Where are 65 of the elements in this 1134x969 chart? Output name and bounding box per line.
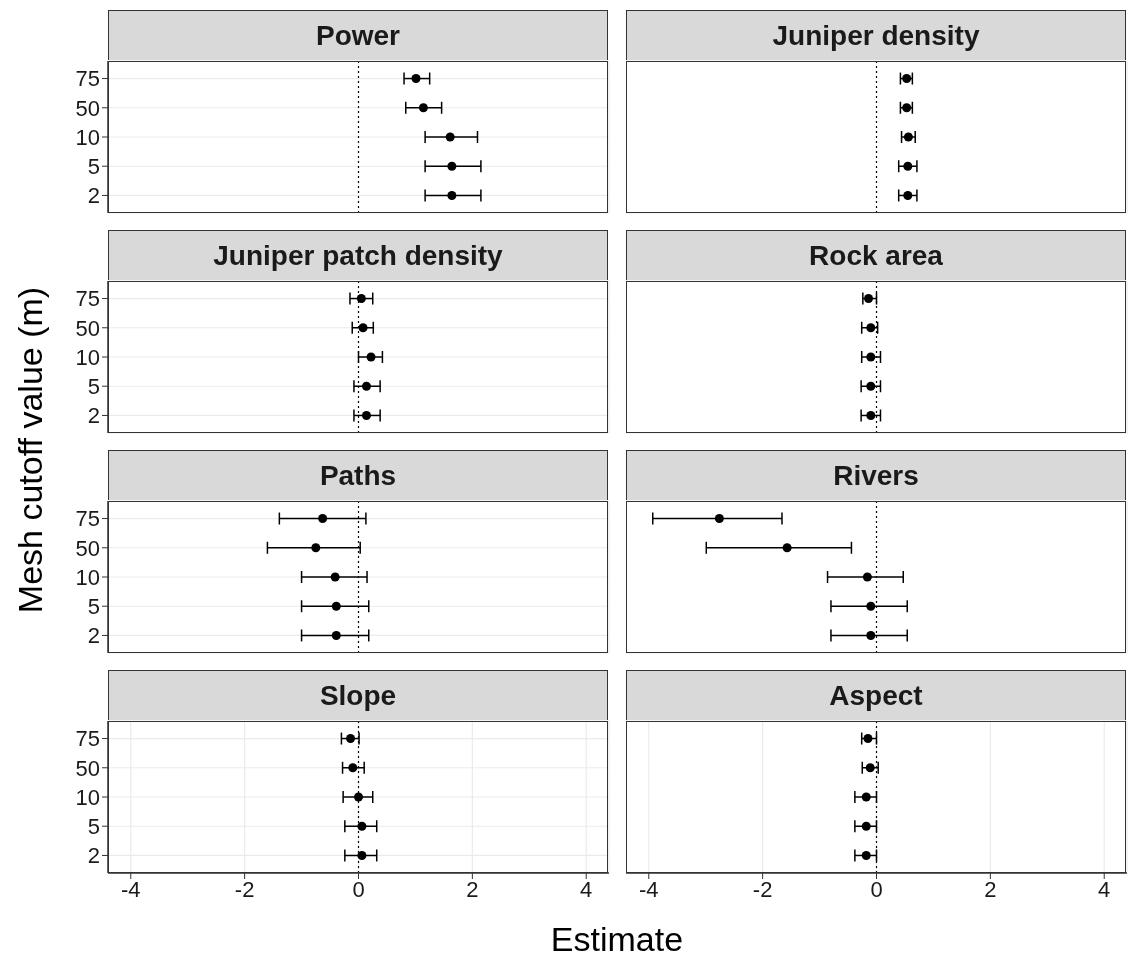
point: [445, 132, 455, 142]
x-tick-label: 2: [466, 876, 479, 902]
x-tick-label: 4: [1098, 876, 1111, 902]
x-tick-label: 2: [984, 876, 997, 902]
point: [330, 572, 340, 582]
x-tick-label: -2: [752, 876, 773, 902]
y-tick-label: 5: [87, 374, 100, 400]
y-tick-label: 50: [75, 315, 100, 341]
y-tick-label: 75: [75, 506, 100, 532]
point: [346, 734, 356, 744]
point: [411, 74, 421, 84]
point: [862, 572, 872, 582]
point: [782, 543, 792, 553]
point: [348, 763, 358, 773]
y-tick-label: 75: [75, 66, 100, 92]
y-tick-label: 5: [87, 594, 100, 620]
point: [418, 103, 428, 113]
y-tick-label: 10: [75, 784, 100, 810]
x-tick-label: -2: [234, 876, 255, 902]
x-tick-label: -4: [638, 876, 659, 902]
y-tick-label: 2: [87, 843, 100, 869]
y-tick-label: 2: [87, 183, 100, 209]
point: [361, 410, 371, 420]
y-tick-label: 75: [75, 726, 100, 752]
y-tick-label: 50: [75, 535, 100, 561]
point: [356, 294, 366, 304]
point: [447, 161, 457, 171]
point: [866, 601, 876, 611]
y-tick-label: 10: [75, 344, 100, 370]
chart-title: Juniper density: [772, 19, 980, 52]
point: [714, 514, 724, 524]
x-tick-label: -4: [120, 876, 141, 902]
chart-title: Juniper patch density: [213, 239, 503, 272]
y-axis-title: Mesh cutoff value (m): [10, 286, 50, 614]
point: [366, 352, 376, 362]
point: [358, 323, 368, 333]
point: [357, 821, 367, 831]
y-tick-label: 50: [75, 95, 100, 121]
chart-title: Rock area: [809, 239, 943, 272]
point: [866, 630, 876, 640]
chart-title: Slope: [319, 679, 397, 712]
x-tick-label: 0: [352, 876, 365, 902]
point: [331, 601, 341, 611]
point: [331, 630, 341, 640]
chart-title: Aspect: [829, 679, 923, 712]
point: [354, 792, 363, 802]
x-tick-label: 4: [580, 876, 593, 902]
y-tick-label: 10: [75, 124, 100, 150]
chart-title: Rivers: [833, 459, 919, 492]
y-tick-label: 75: [75, 286, 100, 312]
point: [361, 381, 371, 391]
chart-title: Paths: [319, 459, 397, 492]
point: [318, 514, 328, 524]
y-tick-label: 2: [87, 623, 100, 649]
y-tick-label: 5: [87, 154, 100, 180]
chart-title: Power: [315, 19, 401, 52]
point: [447, 190, 457, 200]
x-tick-label: 0: [870, 876, 883, 902]
x-axis-title: Estimate: [549, 920, 685, 959]
y-tick-label: 10: [75, 564, 100, 590]
y-tick-label: 2: [87, 403, 100, 429]
y-tick-label: 5: [87, 814, 100, 840]
point: [311, 543, 321, 553]
y-tick-label: 50: [75, 755, 100, 781]
point: [357, 850, 367, 860]
